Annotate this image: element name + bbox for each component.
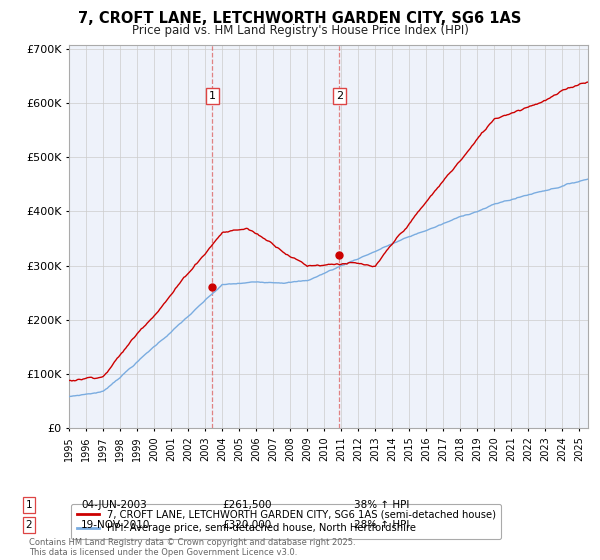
Text: 19-NOV-2010: 19-NOV-2010 [81,520,151,530]
Text: 2: 2 [25,520,32,530]
Text: Price paid vs. HM Land Registry's House Price Index (HPI): Price paid vs. HM Land Registry's House … [131,24,469,36]
Text: Contains HM Land Registry data © Crown copyright and database right 2025.
This d: Contains HM Land Registry data © Crown c… [29,538,355,557]
Text: 04-JUN-2003: 04-JUN-2003 [81,500,147,510]
Text: 28% ↑ HPI: 28% ↑ HPI [354,520,409,530]
Text: 1: 1 [25,500,32,510]
Text: 1: 1 [209,91,216,101]
Text: 7, CROFT LANE, LETCHWORTH GARDEN CITY, SG6 1AS: 7, CROFT LANE, LETCHWORTH GARDEN CITY, S… [79,11,521,26]
Text: 2: 2 [335,91,343,101]
Text: 38% ↑ HPI: 38% ↑ HPI [354,500,409,510]
Text: £261,500: £261,500 [222,500,271,510]
Legend: 7, CROFT LANE, LETCHWORTH GARDEN CITY, SG6 1AS (semi-detached house), HPI: Avera: 7, CROFT LANE, LETCHWORTH GARDEN CITY, S… [71,505,502,539]
Text: £320,000: £320,000 [222,520,271,530]
